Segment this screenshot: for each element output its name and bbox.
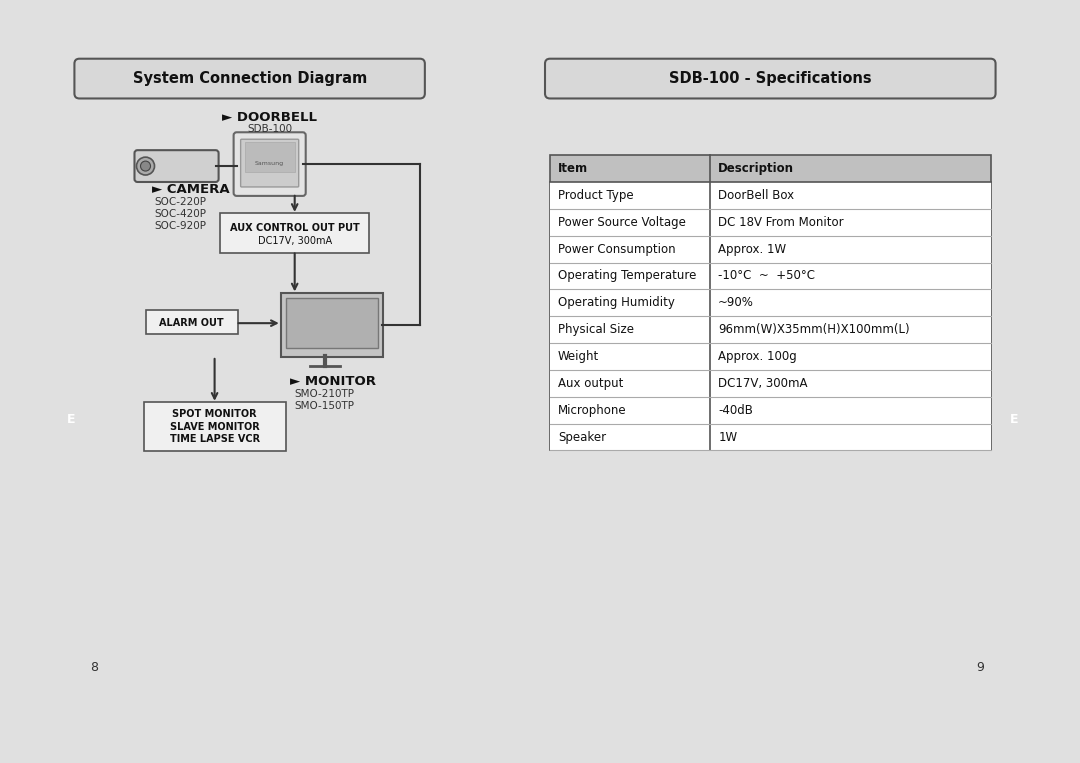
Text: Aux output: Aux output <box>558 377 623 390</box>
Text: Operating Humidity: Operating Humidity <box>558 296 675 309</box>
Text: SOC-220P: SOC-220P <box>154 197 206 207</box>
Text: Product Type: Product Type <box>558 189 634 202</box>
Text: 96mm(W)X35mm(H)X100mm(L): 96mm(W)X35mm(H)X100mm(L) <box>718 323 909 336</box>
FancyBboxPatch shape <box>245 142 295 172</box>
Text: Approx. 100g: Approx. 100g <box>718 350 797 363</box>
Text: Power Source Voltage: Power Source Voltage <box>558 216 686 229</box>
FancyBboxPatch shape <box>146 311 238 334</box>
Text: SLAVE MONITOR: SLAVE MONITOR <box>170 422 259 432</box>
Text: ALARM OUT: ALARM OUT <box>159 318 224 328</box>
Text: SDB-100: SDB-100 <box>247 124 293 134</box>
Bar <box>550 262 990 289</box>
Bar <box>550 209 990 236</box>
Text: Speaker: Speaker <box>558 430 606 443</box>
Bar <box>550 397 990 423</box>
Bar <box>550 316 990 343</box>
Bar <box>550 289 990 316</box>
FancyBboxPatch shape <box>281 293 382 357</box>
Text: DC17V, 300mA: DC17V, 300mA <box>718 377 808 390</box>
Text: DC 18V From Monitor: DC 18V From Monitor <box>718 216 843 229</box>
Text: SMO-210TP: SMO-210TP <box>295 389 354 399</box>
Text: Operating Temperature: Operating Temperature <box>558 269 697 282</box>
Text: ► CAMERA: ► CAMERA <box>151 183 229 196</box>
Text: E: E <box>1010 413 1018 427</box>
Text: SDB-100 - Specifications: SDB-100 - Specifications <box>669 71 872 86</box>
Text: Samsung: Samsung <box>255 160 284 166</box>
Text: SPOT MONITOR: SPOT MONITOR <box>173 409 257 419</box>
Text: AUX CONTROL OUT PUT: AUX CONTROL OUT PUT <box>230 223 360 233</box>
Text: DC17V, 300mA: DC17V, 300mA <box>258 236 332 246</box>
Text: 1W: 1W <box>718 430 738 443</box>
Text: ► MONITOR: ► MONITOR <box>289 375 376 388</box>
Bar <box>550 155 990 182</box>
Bar <box>550 423 990 450</box>
FancyBboxPatch shape <box>135 150 218 182</box>
Circle shape <box>136 157 154 175</box>
Circle shape <box>140 161 150 171</box>
Text: ► DOORBELL: ► DOORBELL <box>222 111 318 124</box>
Text: SOC-920P: SOC-920P <box>154 221 206 230</box>
Text: SMO-150TP: SMO-150TP <box>295 401 354 410</box>
Text: Description: Description <box>718 162 794 175</box>
Text: DoorBell Box: DoorBell Box <box>718 189 795 202</box>
Text: SOC-420P: SOC-420P <box>154 209 206 219</box>
Text: 9: 9 <box>976 661 985 674</box>
Bar <box>550 236 990 262</box>
FancyBboxPatch shape <box>233 132 306 196</box>
Text: Microphone: Microphone <box>558 404 626 417</box>
Text: Power Consumption: Power Consumption <box>558 243 676 256</box>
FancyBboxPatch shape <box>75 59 424 98</box>
Text: Item: Item <box>558 162 589 175</box>
FancyBboxPatch shape <box>545 59 996 98</box>
Text: E: E <box>67 413 76 427</box>
FancyBboxPatch shape <box>241 139 299 187</box>
Text: Weight: Weight <box>558 350 599 363</box>
Text: -10°C  ~  +50°C: -10°C ~ +50°C <box>718 269 815 282</box>
Text: Physical Size: Physical Size <box>558 323 634 336</box>
Text: ~90%: ~90% <box>718 296 754 309</box>
Bar <box>550 370 990 397</box>
FancyBboxPatch shape <box>286 298 378 348</box>
Text: Approx. 1W: Approx. 1W <box>718 243 786 256</box>
Bar <box>550 155 990 450</box>
Text: 8: 8 <box>91 661 98 674</box>
Text: System Connection Diagram: System Connection Diagram <box>133 71 367 86</box>
Text: -40dB: -40dB <box>718 404 753 417</box>
Text: TIME LAPSE VCR: TIME LAPSE VCR <box>170 434 259 445</box>
FancyBboxPatch shape <box>219 213 368 253</box>
Bar <box>550 182 990 209</box>
FancyBboxPatch shape <box>144 401 286 452</box>
Bar <box>550 343 990 370</box>
